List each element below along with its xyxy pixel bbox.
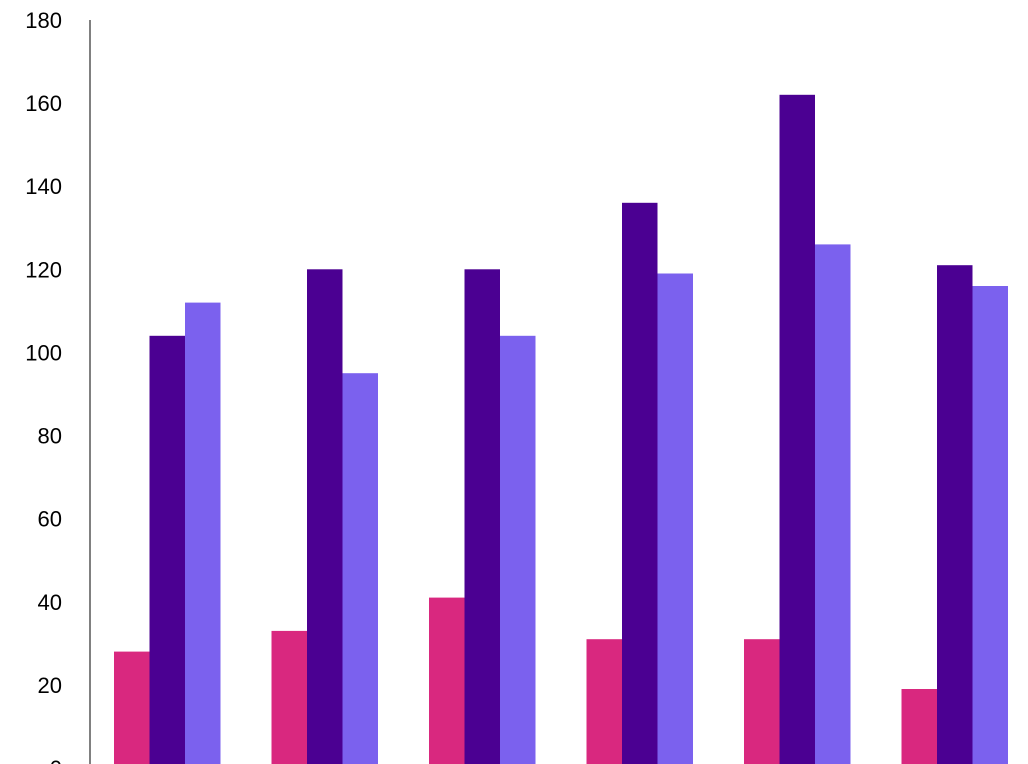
bar-s3-c5 <box>815 244 851 764</box>
y-tick-label-60: 60 <box>38 507 62 532</box>
bar-s1-c2 <box>271 630 307 764</box>
bar-s3-c3 <box>500 335 536 764</box>
y-tick-label-160: 160 <box>25 91 62 116</box>
bar-s1-c6 <box>901 689 937 764</box>
bar-s2-c1 <box>149 335 185 764</box>
y-tick-labels: 0 20 40 60 80 100 120 140 160 180 <box>25 8 62 764</box>
bar-s1-c4 <box>586 639 622 764</box>
bar-s2-c4 <box>622 202 658 764</box>
y-tick-label-40: 40 <box>38 590 62 615</box>
y-tick-label-80: 80 <box>38 424 62 449</box>
bar-s1-c1 <box>114 651 150 764</box>
bar-s3-c6 <box>972 286 1008 764</box>
bar-s2-c6 <box>937 265 973 764</box>
bar-s3-c2 <box>342 373 378 764</box>
bars-group <box>114 94 1008 764</box>
y-tick-label-180: 180 <box>25 8 62 33</box>
y-tick-label-120: 120 <box>25 257 62 282</box>
bar-s1-c5 <box>744 639 780 764</box>
bar-s1-c3 <box>429 597 465 764</box>
bar-s3-c4 <box>657 273 693 764</box>
y-tick-label-100: 100 <box>25 340 62 365</box>
y-tick-label-0: 0 <box>50 756 62 764</box>
bar-s3-c1 <box>185 302 221 764</box>
y-tick-label-140: 140 <box>25 174 62 199</box>
y-tick-label-20: 20 <box>38 673 62 698</box>
bar-s2-c5 <box>779 94 815 764</box>
bar-s2-c3 <box>464 269 500 764</box>
bar-s2-c2 <box>307 269 343 764</box>
